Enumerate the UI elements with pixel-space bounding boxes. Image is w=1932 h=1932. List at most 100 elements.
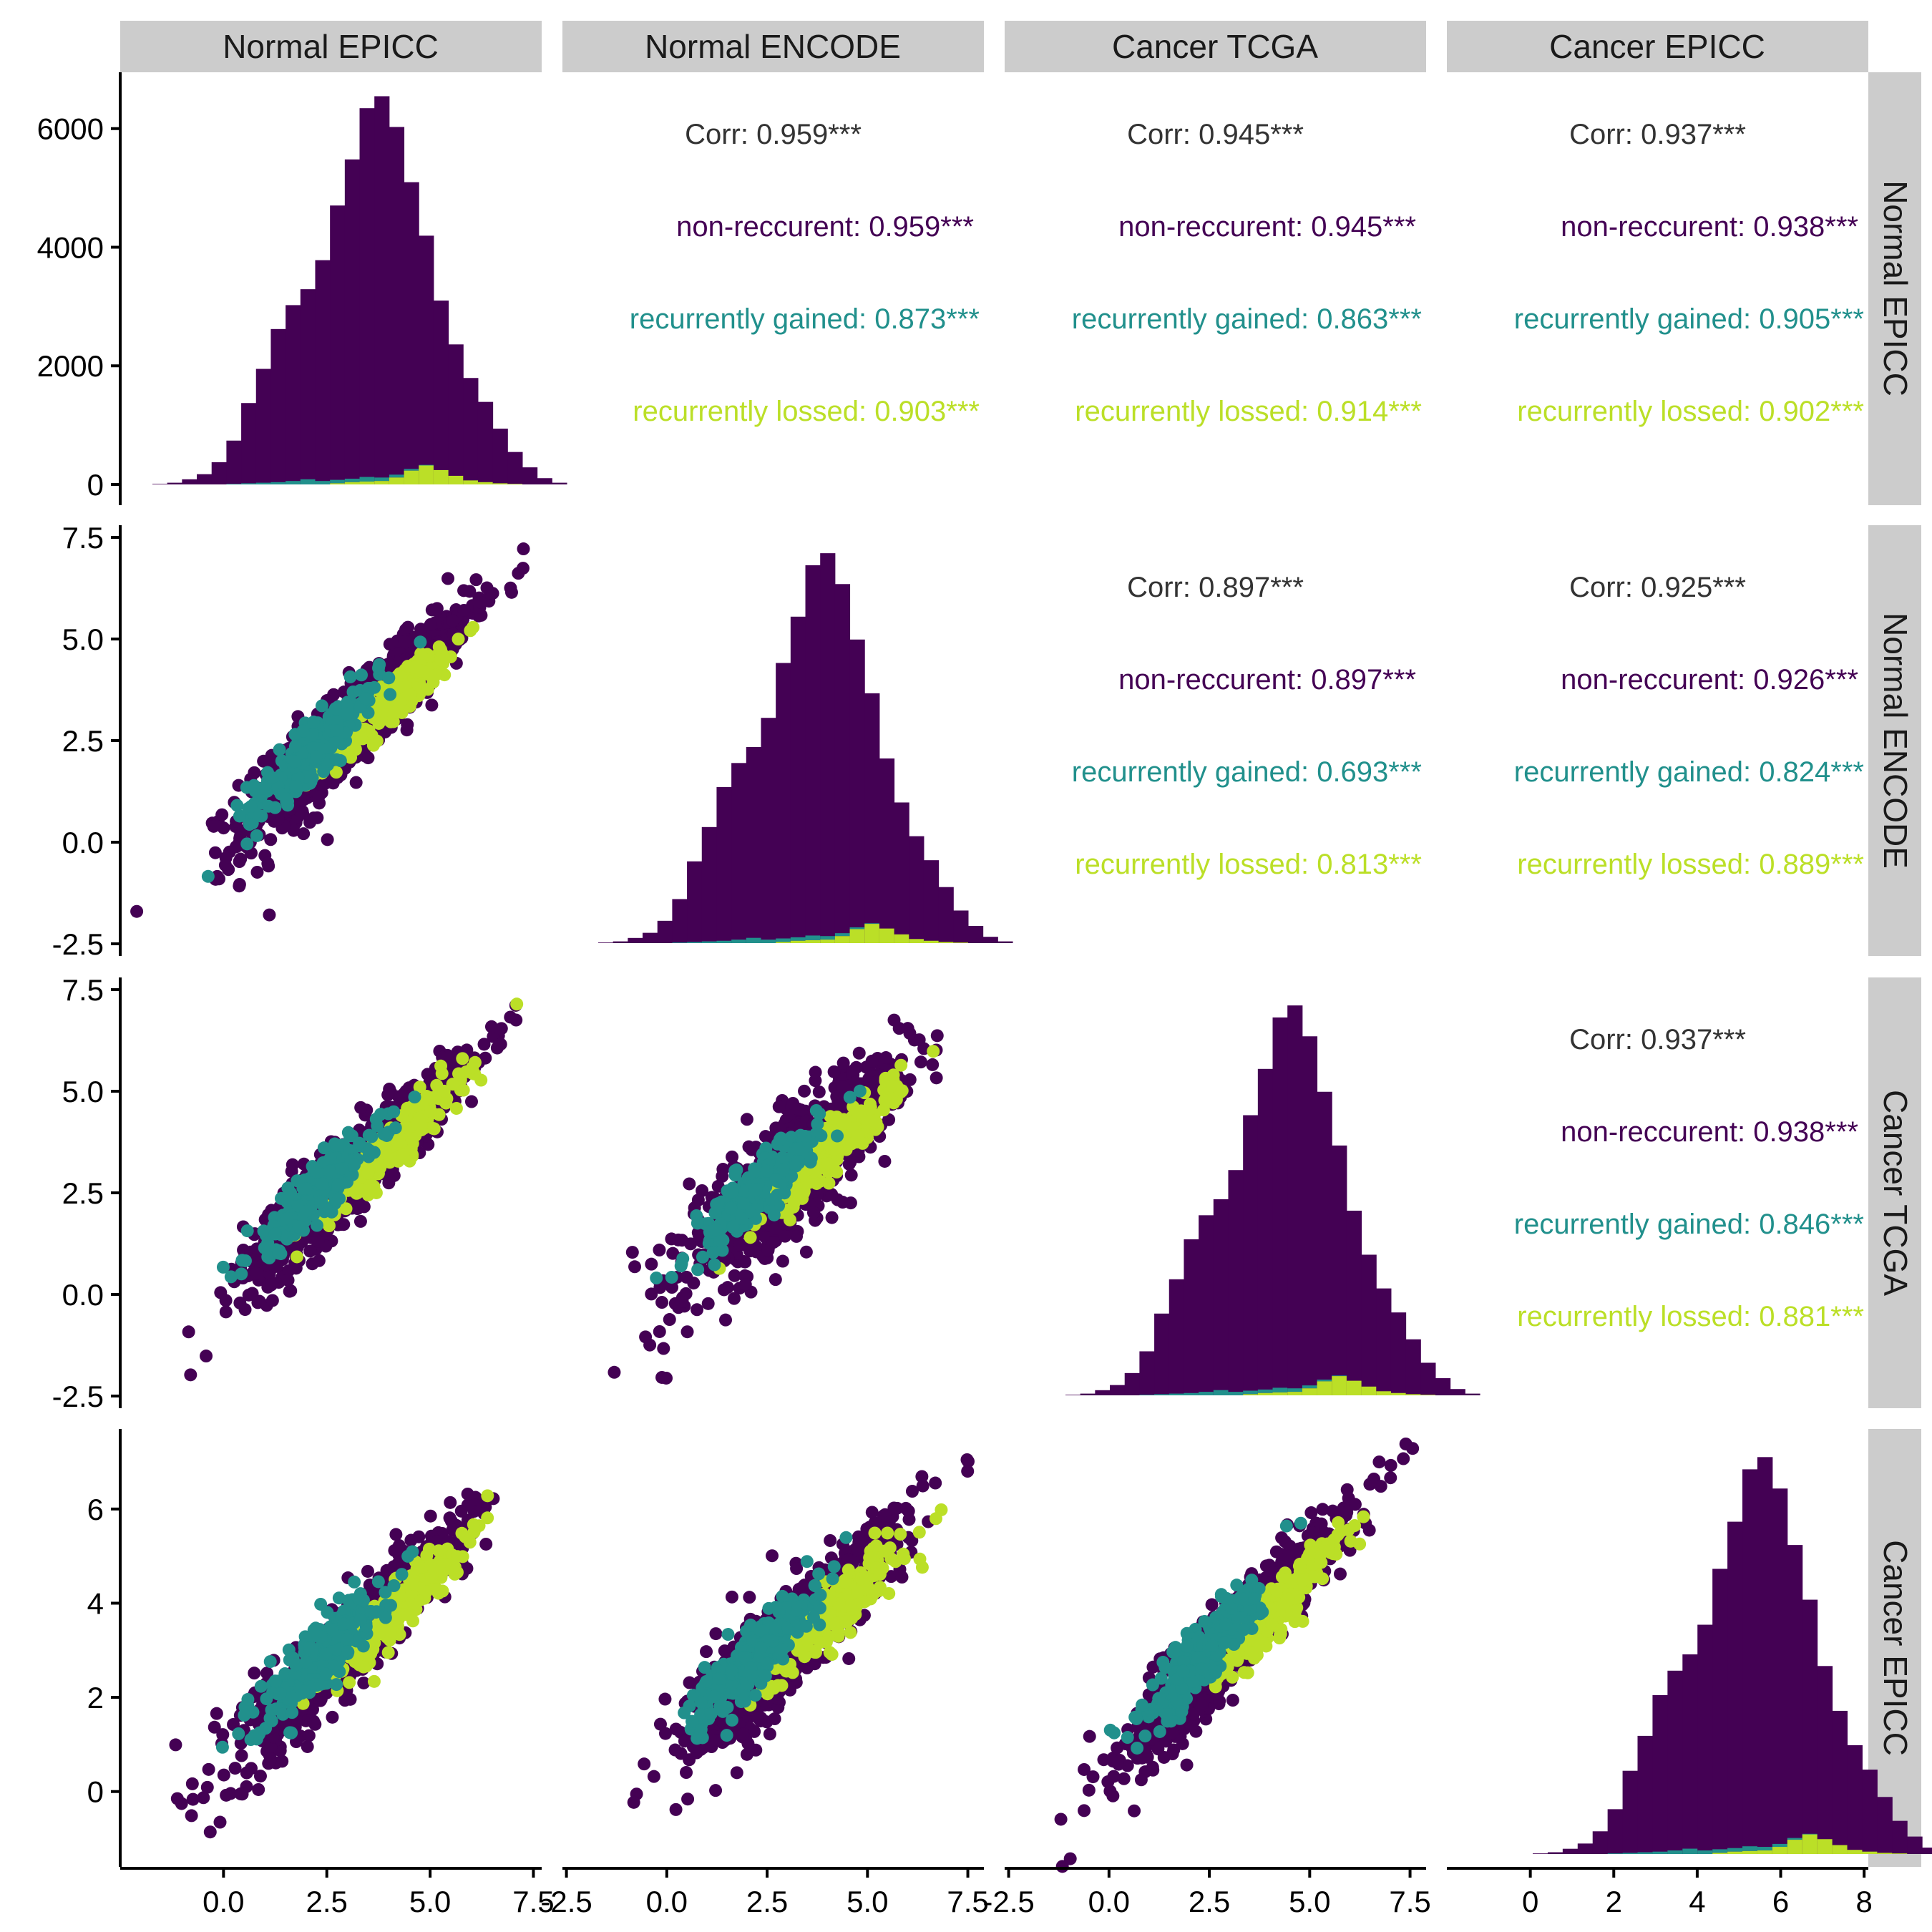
- point-lossed: [408, 660, 421, 674]
- hist-bar-gained: [1727, 1848, 1743, 1852]
- hist-bar-non-recurrent: [1727, 1521, 1743, 1854]
- point-lossed: [435, 1067, 449, 1080]
- point-gained: [347, 1158, 361, 1172]
- point-lossed: [839, 1116, 852, 1130]
- point-non-recurrent: [852, 1046, 866, 1060]
- hist-bar-gained: [790, 937, 806, 941]
- point-gained: [296, 724, 310, 738]
- point-gained: [230, 799, 244, 812]
- hist-bar-non-recurrent: [197, 474, 213, 484]
- point-non-recurrent: [287, 824, 301, 837]
- hist-bar-non-recurrent: [701, 826, 717, 943]
- hist-bar-lossed: [834, 936, 851, 943]
- hist-bar-non-recurrent: [1228, 1170, 1244, 1395]
- point-non-recurrent: [660, 1371, 673, 1385]
- point-non-recurrent: [878, 1154, 892, 1168]
- hist-bar-gained: [359, 477, 375, 482]
- point-lossed: [452, 633, 465, 646]
- point-lossed: [786, 1200, 800, 1214]
- point-gained: [730, 1163, 743, 1176]
- point-gained: [288, 739, 302, 753]
- hist-bar-non-recurrent: [731, 763, 747, 943]
- hist-bar-non-recurrent: [537, 478, 552, 484]
- hist-bar-non-recurrent: [492, 429, 508, 484]
- point-gained: [382, 671, 396, 685]
- col-strip-0: Normal EPICC: [120, 21, 542, 72]
- point-non-recurrent: [733, 1238, 746, 1252]
- point-gained: [288, 755, 301, 769]
- point-non-recurrent: [812, 1085, 826, 1098]
- point-gained: [709, 1223, 723, 1236]
- hist-bar-non-recurrent: [433, 301, 449, 484]
- point-non-recurrent: [806, 1206, 820, 1219]
- hist-bar-non-recurrent: [1562, 1848, 1579, 1854]
- point-gained: [726, 1185, 739, 1199]
- hist-bar-non-recurrent: [344, 159, 361, 484]
- point-non-recurrent: [504, 1010, 517, 1024]
- point-non-recurrent: [182, 1325, 195, 1339]
- hist-bar-non-recurrent: [1184, 1239, 1199, 1395]
- hist-bar-lossed: [419, 465, 434, 484]
- hist-bar-gained: [1272, 1387, 1288, 1392]
- hist-bar-gained: [1787, 1838, 1803, 1840]
- hist-bar-lossed: [1317, 1381, 1332, 1395]
- hist-bar-non-recurrent: [1787, 1545, 1803, 1854]
- row-strip-1: Normal ENCODE: [1868, 525, 1921, 956]
- row-strip-bg: [1868, 977, 1921, 1408]
- point-lossed: [423, 668, 436, 682]
- point-gained: [268, 801, 282, 814]
- hist-bar-gained: [1712, 1849, 1728, 1853]
- point-gained: [791, 1153, 805, 1167]
- hist-bar-lossed: [1376, 1391, 1392, 1395]
- hist-bar-gained: [1682, 1848, 1698, 1854]
- point-lossed: [437, 1084, 451, 1098]
- col-strip-1: Normal ENCODE: [562, 21, 984, 72]
- point-non-recurrent: [608, 1365, 621, 1379]
- point-non-recurrent: [382, 657, 396, 670]
- point-non-recurrent: [473, 595, 487, 609]
- hist-bar-gained: [1199, 1392, 1214, 1395]
- point-gained: [408, 1091, 421, 1104]
- point-non-recurrent: [265, 1278, 278, 1292]
- row-strip-0: Normal EPICC: [1868, 72, 1921, 505]
- point-non-recurrent: [281, 1274, 295, 1287]
- hist-bar-non-recurrent: [1287, 1005, 1303, 1395]
- point-non-recurrent: [930, 1029, 944, 1043]
- hist-bar-lossed: [849, 929, 865, 943]
- hist-bar-gained: [1213, 1390, 1229, 1395]
- point-gained: [250, 829, 263, 842]
- hist-bar-gained: [1637, 1852, 1653, 1854]
- hist-bar-non-recurrent: [864, 693, 880, 943]
- point-gained: [853, 1084, 867, 1098]
- hist-bar-non-recurrent: [1405, 1339, 1421, 1395]
- point-non-recurrent: [425, 698, 439, 712]
- hist-bar-non-recurrent: [953, 910, 969, 943]
- hist-bar-non-recurrent: [657, 920, 673, 943]
- hist-bar-non-recurrent: [1154, 1313, 1170, 1395]
- point-gained: [369, 1112, 383, 1126]
- point-gained: [216, 1260, 230, 1274]
- point-non-recurrent: [130, 904, 144, 918]
- hist-bar-gained: [687, 942, 703, 943]
- hist-bar-non-recurrent: [879, 758, 895, 943]
- point-lossed: [810, 1176, 824, 1190]
- point-non-recurrent: [446, 614, 459, 628]
- hist-bar-non-recurrent: [1332, 1145, 1347, 1395]
- point-gained: [240, 1224, 254, 1238]
- hist-bar-gained: [820, 936, 836, 940]
- hist-bar-lossed: [1832, 1845, 1848, 1854]
- hist-bar-lossed: [1405, 1394, 1421, 1395]
- point-non-recurrent: [250, 1267, 263, 1280]
- hist-bar-non-recurrent: [982, 937, 998, 943]
- hist-bar-non-recurrent: [241, 403, 257, 484]
- hist-bar-non-recurrent: [1877, 1797, 1893, 1854]
- hist-bar-non-recurrent: [1772, 1488, 1788, 1854]
- point-non-recurrent: [213, 872, 226, 886]
- point-non-recurrent: [384, 1085, 398, 1099]
- hist-bar-lossed: [1287, 1392, 1303, 1395]
- hist-bar-lossed: [1802, 1834, 1818, 1854]
- point-non-recurrent: [321, 833, 334, 847]
- row-strip-bg: [1868, 525, 1921, 956]
- point-lossed: [474, 1073, 488, 1087]
- hist-bar-non-recurrent: [1817, 1666, 1833, 1854]
